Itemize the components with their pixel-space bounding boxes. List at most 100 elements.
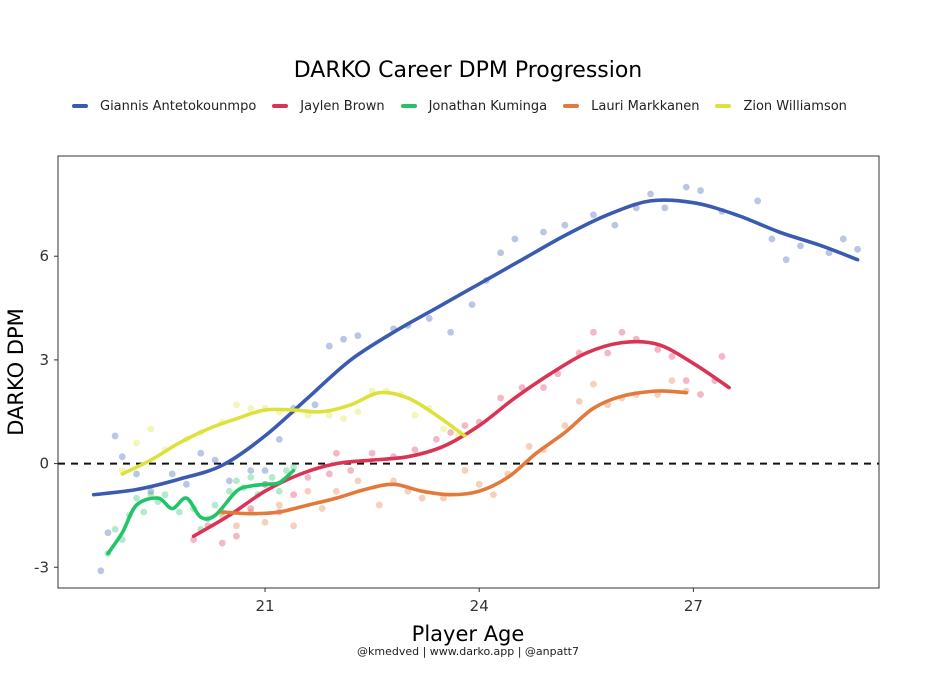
data-point [347, 467, 355, 474]
data-point [418, 494, 426, 502]
data-point [825, 249, 833, 257]
legend-label: Jaylen Brown [300, 98, 385, 114]
data-point [311, 401, 319, 409]
x-axis-title: Player Age [412, 622, 525, 646]
data-point [425, 315, 433, 322]
legend-item: Giannis Antetokounmpo [72, 99, 256, 114]
data-point [768, 235, 776, 243]
data-point [325, 411, 333, 419]
chart-title: DARKO Career DPM Progression [293, 58, 643, 83]
data-point [611, 221, 619, 229]
data-point [97, 567, 105, 575]
data-point [247, 505, 255, 512]
data-point [432, 435, 440, 443]
data-point [497, 394, 505, 402]
data-point [540, 228, 547, 236]
data-point [247, 404, 255, 412]
data-point [318, 505, 326, 512]
y-tick-label: 6 [39, 247, 49, 265]
legend-label: Giannis Antetokounmpo [100, 98, 257, 114]
legend-swatch [72, 104, 88, 108]
data-point [561, 221, 569, 229]
data-point [211, 501, 219, 509]
data-point [354, 408, 362, 416]
legend-swatch [715, 104, 732, 108]
legend-label: Lauri Markkanen [591, 98, 700, 114]
data-point [354, 332, 362, 340]
data-point [590, 380, 597, 388]
data-point [233, 401, 240, 409]
data-point [283, 467, 290, 474]
data-point [754, 197, 762, 205]
data-point [447, 429, 455, 436]
legend-item: Jaylen Brown [272, 98, 385, 114]
data-point [304, 474, 312, 481]
legend-swatch [272, 104, 289, 108]
data-point [290, 491, 297, 499]
data-point [375, 501, 383, 509]
data-point [247, 467, 255, 474]
data-point [211, 456, 219, 464]
data-point [590, 328, 597, 336]
data-point [797, 242, 804, 250]
legend-item: Zion Williamson [715, 98, 847, 114]
data-point [118, 453, 126, 461]
series-trend-line [91, 198, 860, 497]
y-tick-label: 0 [39, 455, 49, 473]
x-tick-label: 24 [470, 597, 489, 615]
series-trend-line [220, 389, 688, 516]
data-point [668, 377, 676, 385]
legend-item: Jonathan Kuminga [400, 98, 548, 114]
data-point [697, 187, 704, 194]
data-point [233, 477, 240, 485]
data-point [133, 494, 140, 502]
data-point [682, 377, 690, 385]
data-point [468, 301, 476, 309]
data-point [104, 529, 112, 537]
data-point [218, 539, 226, 547]
data-point [275, 487, 283, 495]
data-point [325, 470, 333, 478]
data-point [561, 422, 569, 429]
data-point [261, 518, 269, 526]
data-point [340, 415, 347, 423]
y-tick-label: 3 [39, 351, 49, 369]
data-point [183, 480, 190, 488]
data-point [440, 425, 447, 433]
data-point [575, 397, 583, 405]
data-point [668, 353, 676, 360]
data-point [290, 463, 297, 471]
data-point [411, 446, 419, 454]
data-point [197, 449, 205, 457]
data-point [368, 449, 376, 457]
data-point [304, 487, 312, 495]
legend-item: Lauri Markkanen [563, 99, 699, 114]
data-point [275, 435, 283, 443]
x-tick-label: 27 [684, 597, 703, 615]
data-point [540, 384, 547, 391]
legend-swatch [400, 104, 417, 108]
legend: Giannis Antetokounmpo Jaylen Brown Jonatha… [72, 96, 863, 116]
data-point [461, 467, 469, 474]
data-point [854, 245, 861, 253]
data-point [175, 508, 183, 516]
legend-label: Zion Williamson [743, 98, 847, 114]
data-point [511, 235, 519, 243]
series-trend-line [120, 390, 467, 476]
data-point [147, 487, 155, 495]
data-point [333, 487, 340, 495]
data-point [190, 536, 198, 544]
data-point [647, 190, 654, 198]
x-tick-label: 21 [255, 597, 274, 615]
y-tick-label: -3 [34, 558, 49, 576]
data-point [225, 477, 233, 485]
data-point [590, 211, 597, 219]
data-point [718, 353, 726, 360]
data-point [654, 346, 662, 353]
data-point [133, 470, 140, 478]
data-point [447, 328, 455, 336]
data-point [604, 349, 612, 357]
legend-label: Jonathan Kuminga [428, 98, 548, 114]
data-point [340, 335, 347, 343]
data-point [497, 249, 505, 257]
